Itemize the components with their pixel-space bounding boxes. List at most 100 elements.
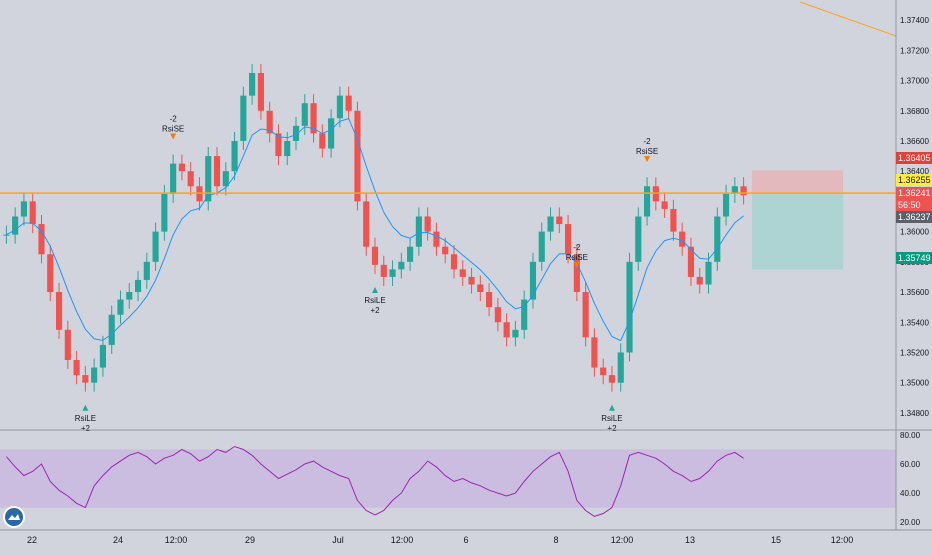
candle-body bbox=[363, 201, 370, 247]
candle-body bbox=[582, 292, 589, 338]
time-tick-label: 6 bbox=[463, 535, 468, 545]
price-tick-label: 1.36800 bbox=[900, 107, 929, 116]
candle-body bbox=[240, 95, 247, 141]
rsi-tick-label: 80.00 bbox=[900, 431, 921, 440]
short-signal-label: RsiSE bbox=[636, 147, 658, 156]
candle-body bbox=[503, 322, 510, 338]
price-pane[interactable]: -2RsiSE-2RsiSE-2RsiSERsiLE+2RsiLE+2RsiLE… bbox=[0, 1, 897, 433]
candle-body bbox=[731, 186, 738, 194]
trend-line[interactable] bbox=[799, 1, 897, 37]
bid-price-tag: 1.36237 bbox=[896, 211, 932, 223]
candle-body bbox=[301, 103, 308, 126]
long-signal-label: RsiLE bbox=[364, 296, 385, 305]
candle-body bbox=[670, 208, 677, 232]
candle-body bbox=[652, 186, 659, 202]
candle-body bbox=[143, 261, 150, 280]
candle-body bbox=[521, 299, 528, 330]
position-target-zone[interactable] bbox=[752, 193, 843, 270]
horizontal-line-price-tag: 1.36255 bbox=[896, 174, 932, 186]
candle-body bbox=[134, 279, 142, 293]
candle-body bbox=[696, 276, 703, 285]
time-tick-label: 24 bbox=[113, 535, 123, 545]
rsi-pane[interactable] bbox=[0, 445, 896, 517]
candle-body bbox=[20, 201, 28, 217]
position-stop-zone[interactable] bbox=[752, 170, 843, 194]
candle-body bbox=[687, 246, 695, 277]
short-arrow-icon bbox=[170, 133, 177, 140]
candle-body bbox=[407, 246, 414, 262]
stop-loss-price-tag: 1.36405 bbox=[896, 152, 932, 164]
candle-body bbox=[73, 360, 80, 376]
price-tick-label: 1.35400 bbox=[900, 318, 929, 327]
price-tick-label: 1.36400 bbox=[900, 167, 929, 176]
candle-body bbox=[284, 140, 291, 157]
price-tick-label: 1.35000 bbox=[900, 379, 929, 388]
candle-body bbox=[371, 246, 379, 265]
short-arrow-icon bbox=[573, 261, 580, 268]
long-signal-label: +2 bbox=[370, 306, 380, 315]
candle-body bbox=[679, 231, 686, 247]
short-signal-label: -2 bbox=[170, 114, 178, 123]
long-signal-label: +2 bbox=[81, 424, 91, 433]
candle-body bbox=[64, 329, 71, 361]
candle-body bbox=[292, 125, 300, 141]
candle-body bbox=[161, 193, 168, 232]
candle-body bbox=[626, 261, 633, 353]
candle-body bbox=[249, 72, 256, 96]
candle-body bbox=[608, 375, 616, 383]
candle-body bbox=[231, 140, 238, 172]
candle-body bbox=[55, 292, 63, 330]
time-axis[interactable]: 22 24 12:00 29 Jul 12:00 6 8 12:00 13 15 12:00 bbox=[27, 535, 853, 545]
candle-body bbox=[529, 261, 537, 300]
candle-body bbox=[257, 72, 264, 111]
candle-body bbox=[740, 186, 747, 196]
take-profit-price-tag: 1.35749 bbox=[896, 252, 932, 264]
candle-body bbox=[91, 367, 98, 383]
candle-body bbox=[494, 307, 501, 323]
candle-body bbox=[310, 103, 317, 134]
price-tick-label: 1.37000 bbox=[900, 77, 929, 86]
short-arrow-icon bbox=[644, 156, 651, 163]
candle-body bbox=[275, 133, 282, 157]
candle-body bbox=[319, 133, 326, 149]
short-signal-label: RsiSE bbox=[162, 124, 184, 133]
rsi-axis[interactable]: 80.00 60.00 40.00 20.00 bbox=[900, 431, 921, 527]
candle-body bbox=[643, 186, 651, 217]
candle-body bbox=[477, 284, 484, 293]
candle-body bbox=[152, 231, 159, 262]
tradingview-logo-icon[interactable] bbox=[3, 506, 25, 528]
candle-body bbox=[389, 269, 396, 277]
candle-body bbox=[38, 224, 45, 255]
candle-body bbox=[538, 231, 545, 262]
candle-body bbox=[442, 246, 449, 255]
ema-line bbox=[6, 117, 744, 342]
candle-body bbox=[486, 292, 493, 308]
candle-body bbox=[459, 269, 466, 277]
candle-body bbox=[47, 254, 54, 293]
candle-body bbox=[600, 367, 607, 376]
price-tick-label: 1.37400 bbox=[900, 16, 929, 25]
candle-body bbox=[354, 110, 361, 202]
time-tick-label: 22 bbox=[27, 535, 37, 545]
time-tick-label: 12:00 bbox=[831, 535, 854, 545]
candle-body bbox=[266, 110, 273, 134]
candle-body bbox=[205, 156, 212, 202]
time-tick-label: 13 bbox=[685, 535, 695, 545]
candle-body bbox=[178, 163, 185, 172]
long-signal-label: +2 bbox=[607, 424, 617, 433]
candle-body bbox=[424, 216, 431, 232]
candle-body bbox=[99, 344, 107, 368]
candle-body bbox=[714, 216, 721, 262]
candle-body bbox=[547, 216, 554, 232]
short-signal-label: -2 bbox=[644, 137, 652, 146]
candle-body bbox=[328, 118, 335, 149]
candle-body bbox=[196, 186, 203, 202]
strategy-signals: -2RsiSE-2RsiSE-2RsiSERsiLE+2RsiLE+2RsiLE… bbox=[75, 114, 658, 432]
price-tick-label: 1.34800 bbox=[900, 409, 929, 418]
price-tick-label: 1.36600 bbox=[900, 137, 929, 146]
time-tick-label: 12:00 bbox=[611, 535, 634, 545]
candle-body bbox=[565, 224, 572, 255]
long-arrow-icon bbox=[372, 286, 378, 293]
